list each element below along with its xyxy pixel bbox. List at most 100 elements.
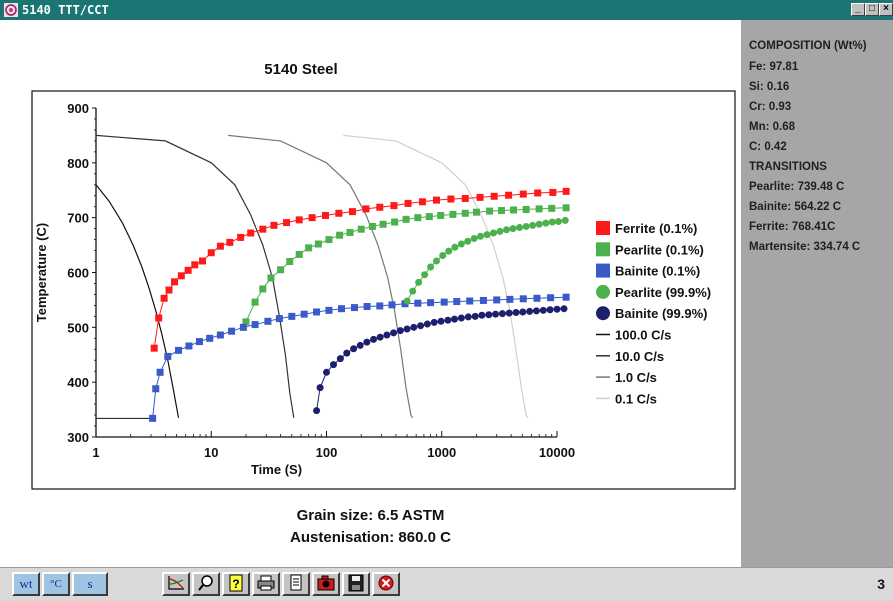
data-point <box>457 314 465 322</box>
legend-label: Bainite (99.9%) <box>615 306 707 321</box>
data-point <box>418 198 426 206</box>
data-point <box>415 278 423 286</box>
data-point <box>323 368 330 376</box>
camera-button[interactable] <box>312 572 340 596</box>
data-point <box>239 323 247 331</box>
data-point <box>471 312 479 320</box>
data-point <box>300 310 308 318</box>
data-point <box>535 220 543 228</box>
data-point <box>251 321 259 329</box>
data-point <box>206 334 214 342</box>
data-point <box>464 237 472 245</box>
composition-mn: Mn: 0.68 <box>749 121 796 133</box>
series-1 <box>242 204 570 326</box>
data-point <box>562 187 570 195</box>
cooling-curve-1 <box>95 134 295 418</box>
data-point <box>363 338 371 346</box>
chart-icon <box>168 576 184 590</box>
data-point <box>348 208 356 216</box>
print-button[interactable] <box>252 572 280 596</box>
data-point <box>283 219 291 227</box>
legend-label: Bainite (0.1%) <box>615 264 700 279</box>
data-point <box>432 196 440 204</box>
cooling-curve-3 <box>343 134 529 419</box>
data-point <box>242 318 250 326</box>
weight-percent-button[interactable]: wt <box>12 572 40 596</box>
data-point <box>503 226 511 234</box>
data-point <box>414 299 422 307</box>
data-point <box>506 295 514 303</box>
grain-size-label: Grain size: 6.5 ASTM <box>296 507 445 524</box>
data-point <box>483 231 491 239</box>
seconds-button[interactable]: s <box>72 572 108 596</box>
maximize-icon: □ <box>868 3 876 14</box>
data-point <box>313 407 321 415</box>
legend: Ferrite (0.1%) Pearlite (0.1%) Bainite (0.… <box>596 221 711 406</box>
celsius-label: °C <box>50 578 62 590</box>
document-button[interactable] <box>282 572 310 596</box>
data-point <box>335 209 343 217</box>
data-point <box>427 299 435 307</box>
data-point <box>457 240 465 248</box>
data-point <box>449 210 457 218</box>
data-point <box>546 306 554 314</box>
data-point <box>185 342 193 350</box>
data-point <box>325 236 333 244</box>
data-point <box>336 355 344 363</box>
data-point <box>388 301 396 309</box>
data-point <box>526 307 534 315</box>
data-point <box>216 242 224 250</box>
data-point <box>321 211 329 219</box>
axes: 300 400 500 600 700 800 900 1 10 100 1000 10000 Time… <box>34 101 575 477</box>
close-window-button[interactable]: × <box>879 3 893 16</box>
data-point <box>195 338 203 346</box>
data-point <box>152 385 160 393</box>
data-point <box>549 188 557 196</box>
data-point <box>175 346 183 354</box>
data-point <box>343 349 351 357</box>
data-point <box>363 302 371 310</box>
help-button[interactable]: ? <box>222 572 250 596</box>
app-icon <box>4 3 18 17</box>
data-point <box>489 229 497 237</box>
data-point <box>437 317 445 325</box>
data-point <box>562 293 570 301</box>
maximize-button[interactable]: □ <box>865 3 879 16</box>
composition-heading: COMPOSITION (Wt%) <box>749 40 867 52</box>
data-point <box>362 205 370 213</box>
y-tick-label: 900 <box>67 101 89 116</box>
data-point <box>368 222 376 230</box>
data-point <box>286 258 294 266</box>
y-tick-label: 300 <box>67 430 89 445</box>
data-point <box>316 384 324 392</box>
data-point <box>423 320 431 328</box>
data-point <box>464 313 472 321</box>
data-series <box>149 187 570 422</box>
data-point <box>376 333 384 341</box>
data-point <box>539 306 547 314</box>
data-point <box>560 305 568 313</box>
data-point <box>450 315 458 323</box>
x-tick-label: 1000 <box>427 445 456 460</box>
celsius-button[interactable]: °C <box>42 572 70 596</box>
data-point <box>336 231 344 239</box>
x-tick-label: 1 <box>92 445 99 460</box>
data-point <box>430 318 438 326</box>
data-point <box>461 209 469 217</box>
data-point <box>277 266 285 274</box>
data-point <box>160 294 168 302</box>
minimize-button[interactable]: _ <box>851 3 865 16</box>
data-point <box>490 192 498 200</box>
data-point <box>171 278 179 286</box>
zoom-button[interactable] <box>192 572 220 596</box>
transitions-heading: TRANSITIONS <box>749 161 827 173</box>
data-point <box>329 361 337 369</box>
save-button[interactable] <box>342 572 370 596</box>
minimize-icon: _ <box>855 3 861 14</box>
chart-button[interactable] <box>162 572 190 596</box>
close-button[interactable] <box>372 572 400 596</box>
data-point <box>505 191 513 199</box>
data-point <box>470 235 478 243</box>
zoom-icon <box>198 575 213 591</box>
data-point <box>532 307 540 315</box>
